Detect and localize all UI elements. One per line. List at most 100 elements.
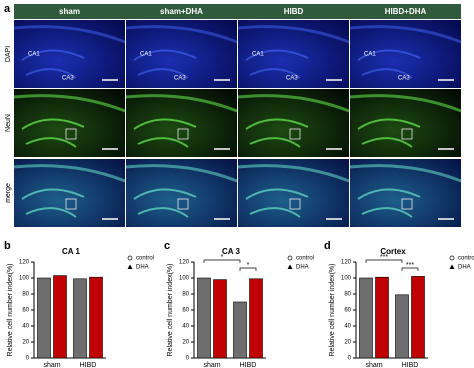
- significance-bracket: [203, 259, 241, 263]
- legend-label: DHA: [296, 265, 309, 271]
- region-label: CA1: [140, 52, 152, 58]
- region-label: CA1: [252, 52, 264, 58]
- y-tick-label: 40: [182, 324, 189, 330]
- y-tick-label: 100: [19, 276, 30, 282]
- hippocampus: [133, 49, 197, 79]
- panel-label: b: [4, 240, 11, 252]
- legend-symbol: [287, 255, 293, 261]
- legend-label: DHA: [458, 265, 471, 271]
- hippocampus: [357, 118, 421, 148]
- hippocampus: [21, 188, 85, 218]
- y-tick-label: 80: [344, 292, 351, 298]
- y-tick-label: 0: [186, 356, 190, 362]
- legend-symbol: [287, 264, 293, 269]
- row-label: NeuN: [5, 114, 12, 132]
- bar: [249, 278, 263, 359]
- bar: [411, 276, 425, 359]
- y-tick-label: 0: [26, 356, 30, 362]
- panel-label: d: [324, 240, 331, 252]
- micrograph: [14, 89, 125, 157]
- bar: [359, 277, 373, 359]
- roi-box: [65, 128, 77, 140]
- region-label: CA3: [174, 76, 186, 82]
- y-tick-label: 80: [22, 292, 29, 298]
- panel-label: a: [4, 3, 11, 15]
- x-tick-label: HIBD: [402, 362, 419, 368]
- cortex-edge: [13, 25, 126, 44]
- row-label: merge: [5, 183, 12, 203]
- bar: [53, 275, 67, 359]
- cortex-edge: [349, 94, 462, 113]
- row-label: DAPI: [5, 46, 12, 62]
- bar: [89, 276, 103, 359]
- x-tick-label: HIBD: [240, 362, 257, 368]
- y-tick-label: 0: [348, 356, 352, 362]
- significance-bracket: [239, 267, 257, 271]
- y-tick-label: 20: [344, 340, 351, 346]
- legend-label: control: [458, 256, 474, 262]
- region-label: CA3: [286, 76, 298, 82]
- hippocampus: [357, 188, 421, 218]
- significance-bracket: [365, 259, 403, 263]
- cortex-edge: [349, 164, 462, 183]
- legend-label: DHA: [136, 265, 149, 271]
- roi-box: [289, 128, 301, 140]
- micrograph: [238, 159, 349, 227]
- bar: [395, 294, 409, 359]
- hippocampus: [21, 118, 85, 148]
- cortex-edge: [349, 25, 462, 44]
- y-tick-label: 20: [182, 340, 189, 346]
- x-tick-label: sham: [43, 362, 60, 368]
- cortex-edge: [125, 164, 238, 183]
- bar: [375, 276, 389, 359]
- y-tick-label: 40: [22, 324, 29, 330]
- y-tick-label: 120: [179, 260, 190, 266]
- bar: [213, 279, 227, 359]
- cortex-edge: [13, 94, 126, 113]
- x-tick-label: sham: [365, 362, 382, 368]
- y-axis-label: Relative cell number index(%): [329, 264, 336, 357]
- hippocampus: [21, 49, 85, 79]
- chart-title: Cortex: [380, 247, 406, 256]
- bar: [197, 277, 211, 359]
- y-tick-label: 100: [179, 276, 190, 282]
- hippocampus: [133, 118, 197, 148]
- y-tick-label: 80: [182, 292, 189, 298]
- y-tick-label: 60: [22, 308, 29, 314]
- x-tick-label: sham: [203, 362, 220, 368]
- bar: [37, 277, 51, 359]
- significance-label: *: [221, 254, 224, 261]
- panel-label: c: [164, 240, 170, 252]
- micrograph: [126, 89, 237, 157]
- y-tick-label: 20: [22, 340, 29, 346]
- roi-box: [401, 198, 413, 210]
- roi-box: [177, 128, 189, 140]
- cortex-edge: [13, 164, 126, 183]
- header-band: [14, 4, 461, 19]
- legend-symbol: [449, 255, 455, 261]
- micrograph: [350, 159, 461, 227]
- region-label: CA1: [364, 52, 376, 58]
- significance-label: ***: [406, 262, 414, 269]
- chart-title: CA 1: [62, 247, 80, 256]
- legend-symbol: [127, 255, 133, 261]
- legend-label: control: [296, 256, 314, 262]
- roi-box: [289, 198, 301, 210]
- chart-title: CA 3: [222, 247, 240, 256]
- y-tick-label: 60: [182, 308, 189, 314]
- y-tick-label: 40: [344, 324, 351, 330]
- significance-label: *: [247, 262, 250, 269]
- roi-box: [65, 198, 77, 210]
- y-tick-label: 120: [341, 260, 352, 266]
- cortex-edge: [125, 25, 238, 44]
- roi-box: [401, 128, 413, 140]
- legend-symbol: [127, 264, 133, 269]
- cortex-edge: [125, 94, 238, 113]
- column-header: sham: [59, 7, 80, 16]
- micrograph: [14, 159, 125, 227]
- micrograph: [350, 89, 461, 157]
- significance-bracket: [401, 267, 419, 271]
- cortex-edge: [237, 164, 350, 183]
- charts: b CA 1 Relative cell number index(%) 0 20 40 6…: [4, 240, 474, 368]
